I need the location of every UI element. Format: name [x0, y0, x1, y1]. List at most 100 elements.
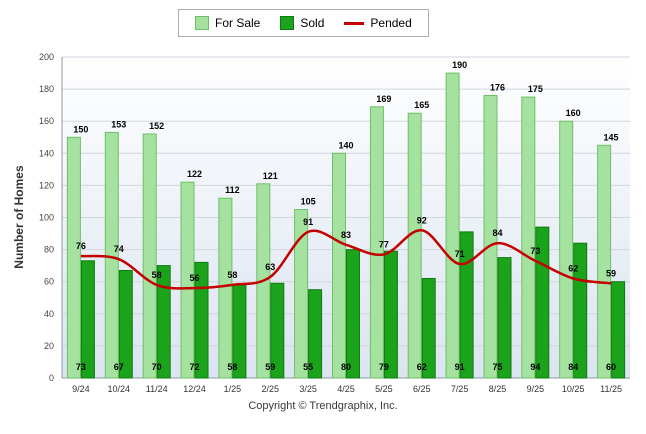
sold-value-label: 72 [190, 362, 200, 372]
sold-value-label: 55 [303, 362, 313, 372]
sold-bar [383, 250, 398, 379]
sold-value-label: 70 [152, 362, 162, 372]
sold-bar [497, 257, 512, 379]
sold-bar [80, 260, 95, 379]
pended-value-label: 71 [455, 249, 465, 259]
for-sale-bar [597, 144, 612, 379]
legend-label-for-sale: For Sale [215, 16, 261, 30]
for-sale-value-label: 105 [301, 196, 316, 206]
pended-value-label: 92 [417, 215, 427, 225]
for-sale-bar [369, 106, 384, 379]
legend-label-pended: Pended [370, 16, 412, 30]
for-sale-bar [218, 197, 233, 379]
y-tick-label: 80 [44, 245, 54, 255]
x-axis-label: 10/24 [108, 384, 131, 394]
for-sale-bar [445, 72, 460, 379]
sold-bar [308, 289, 323, 379]
pended-value-label: 63 [265, 262, 275, 272]
pended-value-label: 56 [190, 273, 200, 283]
pended-line-swatch [344, 21, 365, 25]
sold-bar [194, 261, 209, 379]
sold-value-label: 79 [379, 362, 389, 372]
for-sale-value-label: 145 [604, 132, 619, 142]
for-sale-value-label: 176 [490, 83, 505, 93]
legend-item-pended: Pended [344, 16, 412, 30]
sold-value-label: 59 [265, 362, 275, 372]
sold-value-label: 84 [568, 362, 578, 372]
legend-item-sold: Sold [280, 16, 324, 30]
sold-value-label: 58 [227, 362, 237, 372]
sold-bar [611, 281, 626, 379]
y-tick-label: 120 [39, 180, 54, 190]
for-sale-bar [407, 112, 422, 379]
x-axis-label: 11/25 [600, 384, 622, 394]
for-sale-bar [559, 120, 574, 379]
sold-bar [156, 265, 171, 379]
x-axis-label: 3/25 [299, 384, 317, 394]
x-axis-label: 2/25 [262, 384, 280, 394]
for-sale-value-label: 150 [73, 124, 88, 134]
pended-value-label: 58 [152, 270, 162, 280]
sold-bar [573, 242, 588, 379]
for-sale-bar [294, 209, 309, 379]
for-sale-bar [180, 181, 195, 379]
y-tick-label: 40 [44, 309, 54, 319]
for-sale-value-label: 160 [566, 108, 581, 118]
x-axis-label: 9/25 [527, 384, 545, 394]
for-sale-bar [104, 131, 119, 379]
sold-value-label: 75 [492, 362, 502, 372]
x-axis-label: 9/24 [72, 384, 90, 394]
for-sale-value-label: 152 [149, 121, 164, 131]
y-tick-label: 100 [39, 213, 54, 223]
for-sale-value-label: 140 [338, 140, 353, 150]
y-tick-label: 160 [39, 116, 54, 126]
for-sale-value-label: 122 [187, 169, 202, 179]
y-tick-label: 60 [44, 277, 54, 287]
x-axis-label: 8/25 [489, 384, 507, 394]
for-sale-bar [521, 96, 536, 379]
x-axis-label: 5/25 [375, 384, 393, 394]
x-axis-label: 12/24 [183, 384, 206, 394]
sold-bar [459, 231, 474, 379]
x-axis-label: 4/25 [337, 384, 355, 394]
sold-value-label: 62 [417, 362, 427, 372]
pended-value-label: 74 [114, 244, 124, 254]
copyright-text: Copyright © Trendgraphix, Inc. [248, 400, 398, 412]
sold-value-label: 91 [455, 362, 465, 372]
pended-value-label: 62 [568, 263, 578, 273]
for-sale-value-label: 175 [528, 84, 543, 94]
pended-value-label: 58 [227, 270, 237, 280]
pended-value-label: 76 [76, 241, 86, 251]
y-tick-label: 0 [49, 373, 54, 383]
pended-value-label: 83 [341, 230, 351, 240]
for-sale-value-label: 121 [263, 171, 278, 181]
sold-value-label: 73 [76, 362, 86, 372]
x-axis-label: 1/25 [224, 384, 242, 394]
for-sale-value-label: 165 [414, 100, 429, 110]
sold-value-label: 60 [606, 362, 616, 372]
for-sale-bar [66, 136, 81, 379]
sold-swatch [280, 16, 295, 30]
sold-value-label: 94 [530, 362, 540, 372]
y-tick-label: 140 [39, 148, 54, 158]
pended-value-label: 84 [492, 228, 502, 238]
y-tick-label: 180 [39, 84, 54, 94]
legend: For Sale Sold Pended [178, 9, 429, 37]
x-axis-label: 11/24 [146, 384, 168, 394]
for-sale-value-label: 153 [111, 119, 126, 129]
pended-value-label: 91 [303, 217, 313, 227]
pended-value-label: 59 [606, 268, 616, 278]
legend-label-sold: Sold [300, 16, 325, 30]
pended-value-label: 77 [379, 239, 389, 249]
x-axis-label: 10/25 [562, 384, 585, 394]
x-axis-label: 6/25 [413, 384, 431, 394]
x-axis-label: 7/25 [451, 384, 469, 394]
sold-value-label: 80 [341, 362, 351, 372]
for-sale-value-label: 190 [452, 60, 467, 70]
pended-value-label: 73 [530, 246, 540, 256]
for-sale-bar [332, 152, 346, 379]
for-sale-value-label: 169 [376, 94, 391, 104]
sold-value-label: 67 [114, 362, 124, 372]
